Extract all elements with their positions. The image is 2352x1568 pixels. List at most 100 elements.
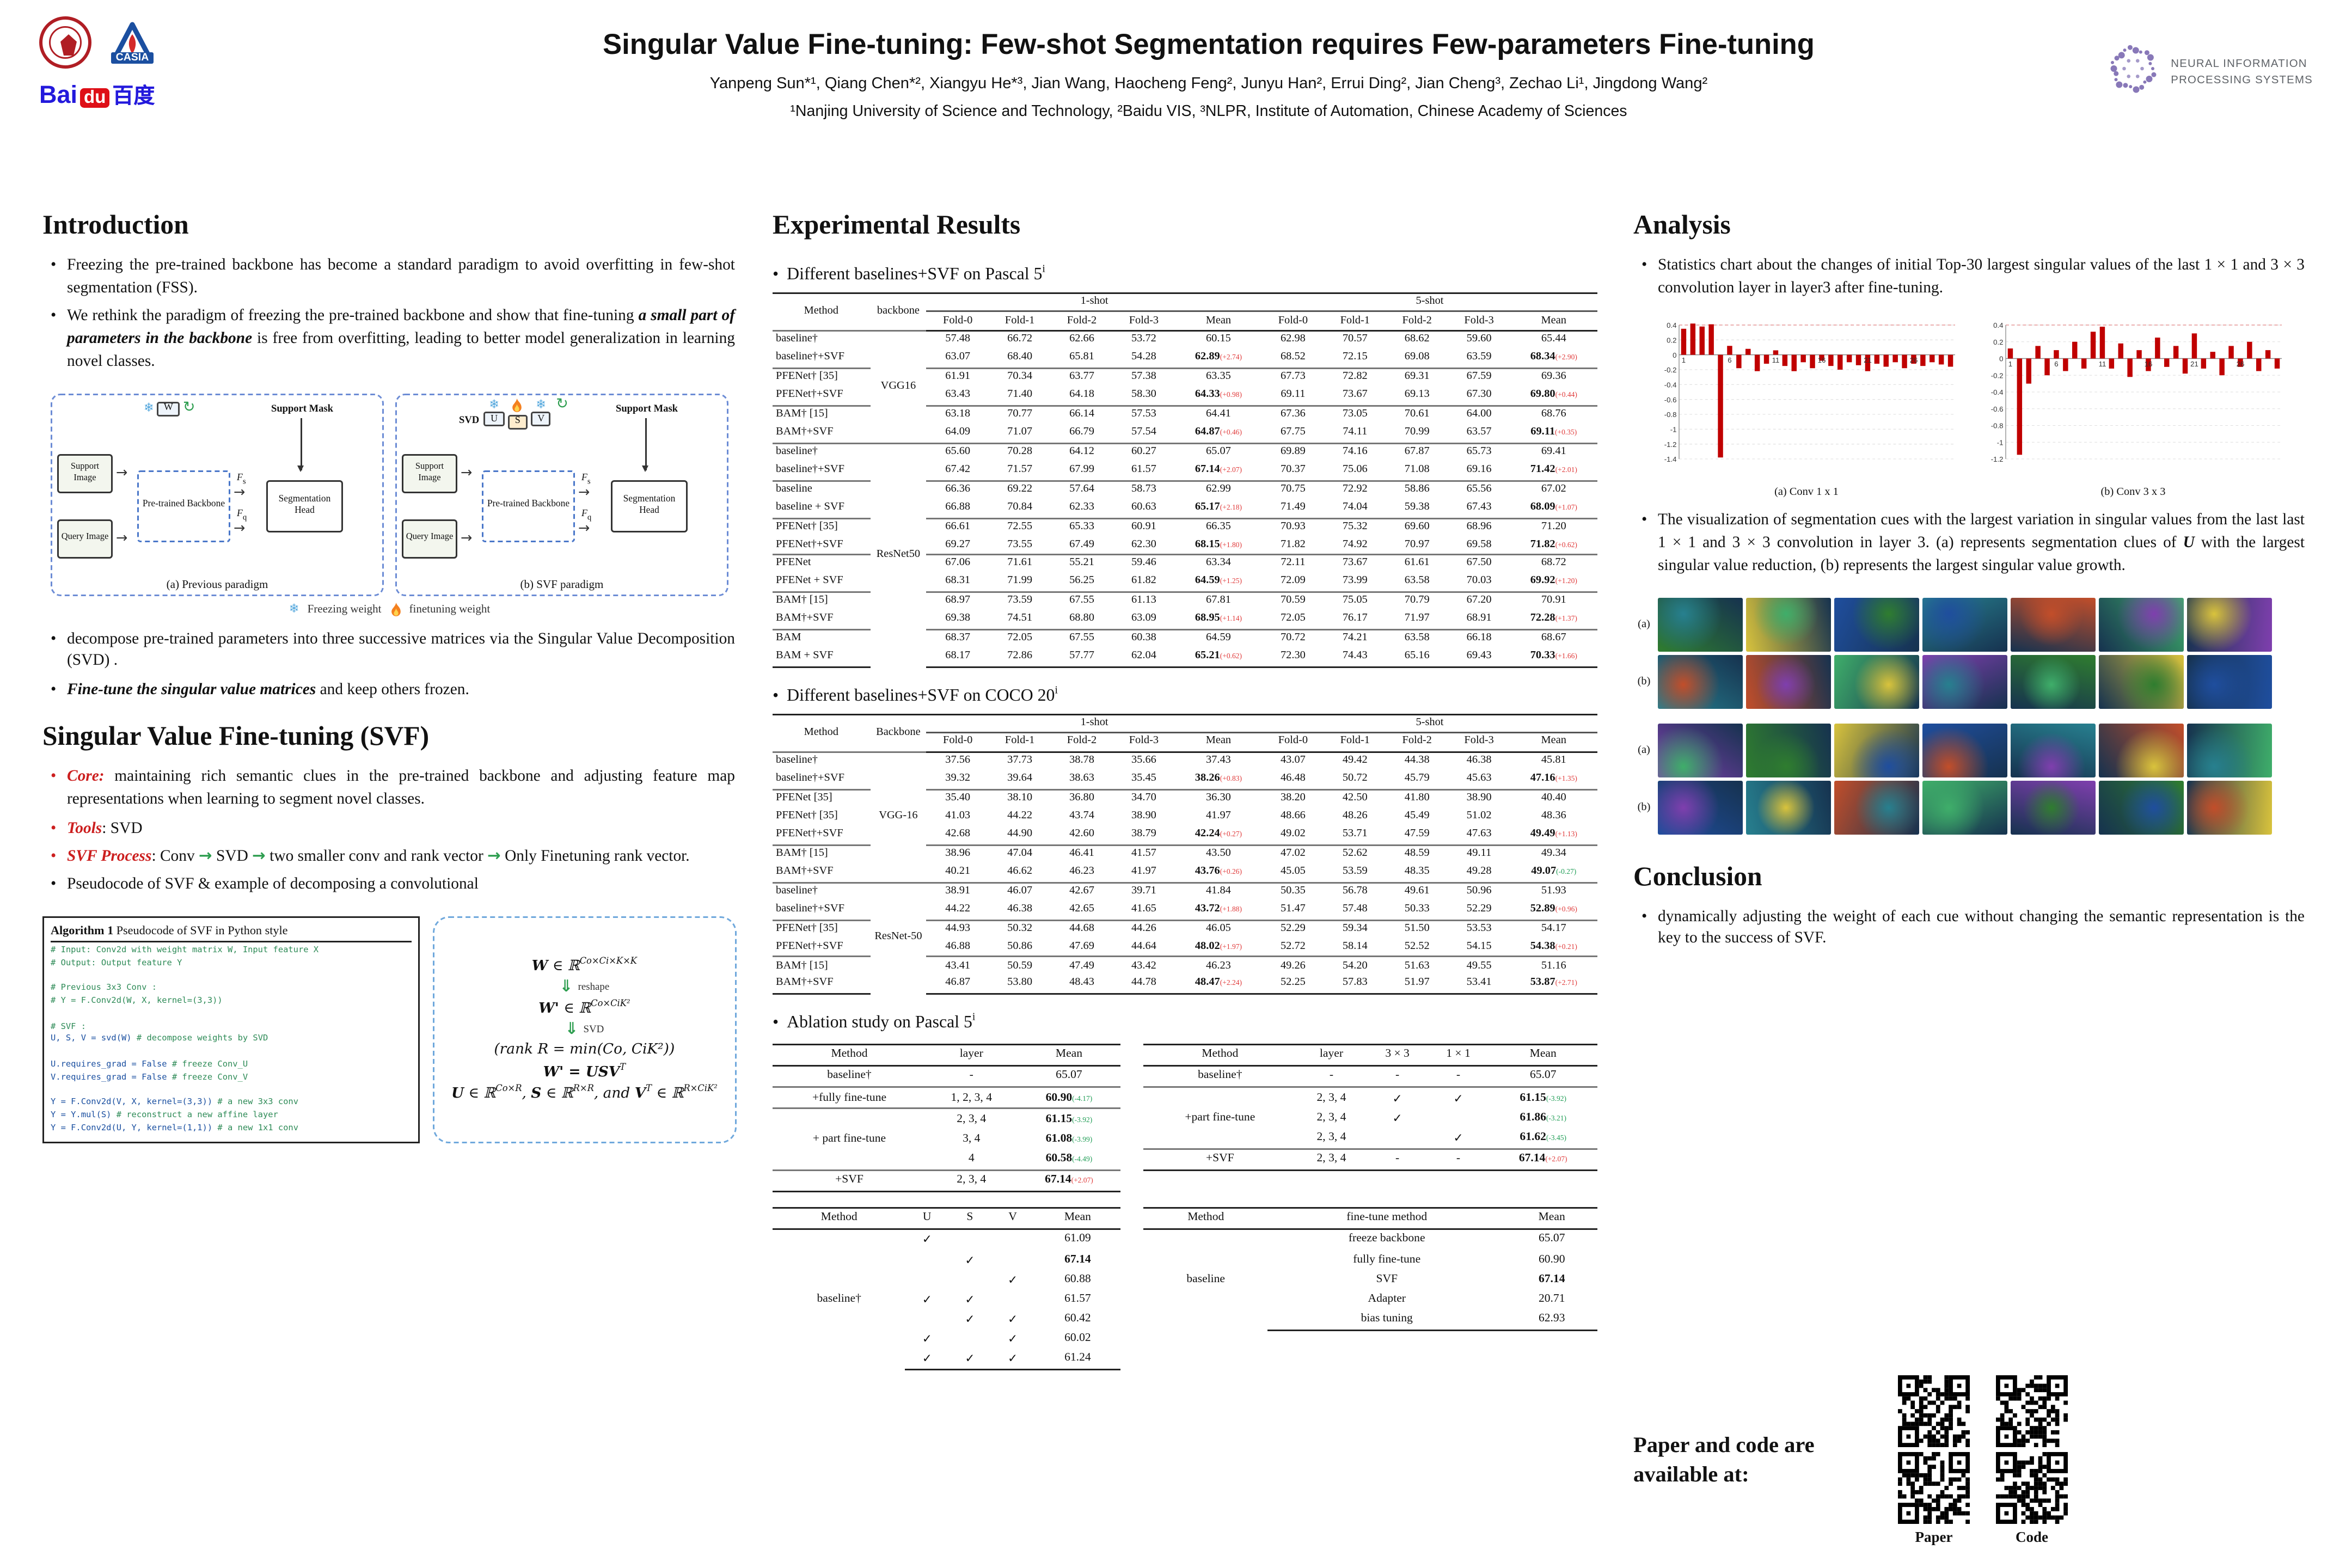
cell bbox=[905, 1309, 948, 1329]
conclusion-bullet: dynamically adjusting the weight of each… bbox=[1633, 906, 2306, 957]
svd-group: SVD ❄ U S ❄ V ↻ bbox=[459, 396, 568, 429]
neurips-line1: NEURAL INFORMATION bbox=[2171, 59, 2307, 71]
paradigm-diagram: ❄ W ↻ Support Mask Support Image Query I… bbox=[42, 393, 737, 617]
value-cell: 41.57 bbox=[1112, 844, 1175, 864]
value-cell: 46.62 bbox=[1007, 865, 1033, 877]
value-cell: 53.80 bbox=[989, 976, 1051, 996]
cell bbox=[1367, 1128, 1428, 1148]
value-cell: 62.30 bbox=[1131, 538, 1156, 550]
intro-heading: Introduction bbox=[42, 209, 189, 240]
code-line: # SVF : bbox=[51, 1022, 87, 1032]
svg-text:-0.8: -0.8 bbox=[1991, 422, 2004, 431]
value-cell: 61.13 bbox=[1112, 591, 1175, 611]
col-header: fine-tune method bbox=[1267, 1206, 1506, 1230]
viz-image bbox=[1658, 597, 1743, 651]
double-down-arrow-icon: ⇓ bbox=[559, 977, 573, 996]
col-header: Method bbox=[773, 713, 870, 753]
cell: ✓ bbox=[905, 1349, 949, 1370]
analysis-column: Analysis Statistics chart about the chan… bbox=[1633, 203, 2306, 1552]
cell: - bbox=[969, 1069, 973, 1082]
mean-cell: 49.49(+1.13) bbox=[1530, 828, 1577, 840]
value-cell: 72.92 bbox=[1324, 480, 1386, 500]
u-matrix: ❄ U bbox=[484, 398, 505, 429]
mean-cell: 54.17 bbox=[1510, 918, 1597, 939]
cell: 2, 3, 4 bbox=[926, 1169, 1017, 1192]
v-matrix: ❄ V bbox=[531, 398, 552, 429]
svg-text:6: 6 bbox=[2054, 360, 2058, 369]
mean-cell: 68.67 bbox=[1510, 629, 1597, 649]
value-cell: 46.07 bbox=[989, 881, 1051, 902]
cell bbox=[1428, 1108, 1489, 1128]
cell: +SVF bbox=[1144, 1147, 1296, 1171]
col-header: Mean bbox=[1510, 311, 1597, 333]
baidu-bai-text: Bai bbox=[39, 82, 78, 109]
code-line bbox=[51, 1009, 411, 1022]
mean-cell: 48.02(+1.97) bbox=[1195, 940, 1242, 952]
cell: - bbox=[1395, 1069, 1400, 1082]
mean-cell: 68.76 bbox=[1510, 405, 1597, 425]
cell: baseline† bbox=[827, 1069, 872, 1082]
viz-image bbox=[1922, 722, 2007, 777]
value-cell: 70.99 bbox=[1404, 426, 1430, 438]
chart-caption: (b) Conv 3 x 3 bbox=[2100, 487, 2166, 499]
mean-cell: 46.23 bbox=[1174, 956, 1262, 976]
viz-image bbox=[1658, 654, 1743, 708]
logo-cluster: CASIA Bai du 百度 bbox=[39, 16, 366, 109]
svg-text:0.4: 0.4 bbox=[1993, 322, 2003, 330]
mean-cell: 54.38(+0.21) bbox=[1530, 940, 1577, 952]
viz-image bbox=[2099, 654, 2184, 708]
viz-image bbox=[2011, 722, 2096, 777]
cell bbox=[905, 1270, 948, 1289]
col-header: Backbone bbox=[869, 713, 927, 753]
value-cell: 59.46 bbox=[1112, 554, 1175, 574]
cell: ✓ bbox=[1008, 1331, 1018, 1346]
value-cell: 41.03 bbox=[945, 810, 971, 822]
value-cell: 66.88 bbox=[945, 501, 971, 513]
col-header: Fold-1 bbox=[1324, 733, 1386, 754]
table-row: baseline†+SVF 67.42 71.57 67.99 61.57 67.14(+… bbox=[773, 462, 1597, 480]
cycle-arrow-icon: ↻ bbox=[556, 396, 568, 413]
neurips-line2: PROCESSING SYSTEMS bbox=[2171, 74, 2313, 86]
cell: 2, 3, 4 bbox=[1296, 1086, 1367, 1108]
value-cell: 48.66 bbox=[1280, 810, 1306, 822]
col-header: Method bbox=[773, 1043, 926, 1067]
value-cell: 74.21 bbox=[1324, 629, 1386, 649]
svg-text:-1.2: -1.2 bbox=[1664, 441, 1677, 449]
table-row: PFENet [35] 35.40 38.10 36.80 34.70 36.30 38.2… bbox=[773, 789, 1597, 809]
fq-label: Fq bbox=[237, 509, 247, 523]
mean-cell: 69.92(+1.20) bbox=[1530, 575, 1577, 587]
value-cell: 36.80 bbox=[1051, 789, 1113, 809]
method-cell: BAM†+SVF bbox=[776, 612, 834, 624]
value-cell: 48.35 bbox=[1404, 865, 1430, 877]
title-block: Singular Value Fine-tuning: Few-shot Seg… bbox=[366, 16, 2051, 121]
value-cell: 70.84 bbox=[1007, 501, 1033, 513]
cell: baseline† bbox=[1198, 1069, 1242, 1082]
table-row: ✓ 67.14 bbox=[773, 1250, 1121, 1269]
code-line: U.requires_grad = False # freeze Conv_U bbox=[51, 1059, 248, 1070]
cell: 62.93 bbox=[1506, 1309, 1597, 1331]
neurips-wordmark: NEURAL INFORMATION PROCESSING SYSTEMS bbox=[2171, 58, 2313, 88]
table-row: baseline† - - - 65.07 bbox=[1144, 1066, 1597, 1087]
value-cell: 50.35 bbox=[1261, 881, 1324, 902]
col-header: Fold-1 bbox=[1324, 311, 1386, 333]
method-cell: BAM bbox=[773, 629, 870, 649]
svg-text:6: 6 bbox=[1728, 357, 1731, 365]
value-cell: 67.43 bbox=[1466, 501, 1492, 513]
value-cell: 42.67 bbox=[1051, 881, 1113, 902]
svg-text:-0.2: -0.2 bbox=[1991, 372, 2004, 380]
method-cell: PFENet + SVF bbox=[776, 575, 843, 587]
mean-cell: 49.07(-0.27) bbox=[1531, 865, 1577, 877]
availability-text: Paper and code are available at: bbox=[1633, 1432, 1815, 1486]
value-cell: 69.16 bbox=[1466, 463, 1492, 475]
cell: 60.42 bbox=[1064, 1311, 1091, 1325]
viz-row-label: (b) bbox=[1637, 675, 1651, 687]
svg-text:-0.4: -0.4 bbox=[1991, 389, 2004, 397]
table-row: +part fine-tune 2, 3, 4 ✓ ✓ 61.15(-3.92) bbox=[1144, 1086, 1597, 1149]
viz-image bbox=[2011, 597, 2096, 651]
value-cell: 70.37 bbox=[1280, 463, 1306, 475]
col-header: layer bbox=[1296, 1043, 1367, 1067]
mean-cell: 67.14(+2.07) bbox=[1195, 463, 1242, 475]
table-row: baseline†+SVF 44.22 46.38 42.65 41.65 43.72(+… bbox=[773, 901, 1597, 920]
method-cell: PFENet†+SVF bbox=[776, 828, 843, 840]
